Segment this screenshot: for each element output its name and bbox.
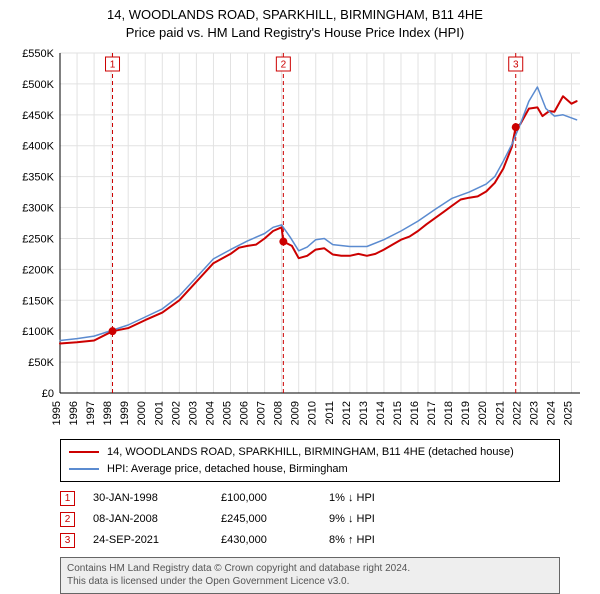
svg-text:2019: 2019 <box>460 401 472 425</box>
svg-text:2011: 2011 <box>324 401 336 425</box>
svg-text:2018: 2018 <box>443 401 455 425</box>
chart-titles: 14, WOODLANDS ROAD, SPARKHILL, BIRMINGHA… <box>0 6 590 41</box>
svg-text:2005: 2005 <box>221 401 233 425</box>
attribution-line2: This data is licensed under the Open Gov… <box>67 575 553 589</box>
svg-text:£0: £0 <box>42 388 54 400</box>
svg-text:2013: 2013 <box>358 401 370 425</box>
svg-text:2000: 2000 <box>136 401 148 425</box>
svg-text:£500K: £500K <box>22 79 54 91</box>
svg-text:2007: 2007 <box>256 401 268 425</box>
svg-text:2022: 2022 <box>511 401 523 425</box>
svg-text:2: 2 <box>281 60 287 71</box>
svg-text:2015: 2015 <box>392 401 404 425</box>
legend-label: HPI: Average price, detached house, Birm… <box>107 461 348 478</box>
svg-text:2002: 2002 <box>170 401 182 425</box>
legend-label: 14, WOODLANDS ROAD, SPARKHILL, BIRMINGHA… <box>107 444 514 461</box>
svg-text:2025: 2025 <box>562 401 574 425</box>
svg-text:1996: 1996 <box>68 401 80 425</box>
svg-text:£100K: £100K <box>22 326 54 338</box>
svg-text:£250K: £250K <box>22 234 54 246</box>
chart-svg: £0 £50K £100K £150K £200K £250K £300K £350K £400… <box>10 43 590 433</box>
svg-text:£300K: £300K <box>22 203 54 215</box>
svg-text:2014: 2014 <box>375 401 387 425</box>
svg-text:2003: 2003 <box>187 401 199 425</box>
attribution-line1: Contains HM Land Registry data © Crown c… <box>67 562 553 576</box>
svg-text:2024: 2024 <box>545 401 557 425</box>
event-price: £245,000 <box>221 509 311 530</box>
svg-text:1999: 1999 <box>119 401 131 425</box>
event-price: £430,000 <box>221 530 311 551</box>
event-row: 1 30-JAN-1998 £100,000 1% ↓ HPI <box>60 488 560 509</box>
legend-row: HPI: Average price, detached house, Birm… <box>69 461 551 478</box>
svg-text:2004: 2004 <box>204 401 216 425</box>
event-delta: 9% ↓ HPI <box>329 509 419 530</box>
svg-text:£50K: £50K <box>28 357 54 369</box>
svg-text:£200K: £200K <box>22 264 54 276</box>
event-number-badge: 1 <box>60 491 75 506</box>
event-number-badge: 3 <box>60 533 75 548</box>
svg-text:£450K: £450K <box>22 110 54 122</box>
chart-area: £0 £50K £100K £150K £200K £250K £300K £350K £400… <box>10 43 590 433</box>
legend-box: 14, WOODLANDS ROAD, SPARKHILL, BIRMINGHA… <box>60 439 560 482</box>
svg-text:2012: 2012 <box>341 401 353 425</box>
event-date: 24-SEP-2021 <box>93 530 203 551</box>
event-delta: 1% ↓ HPI <box>329 488 419 509</box>
svg-text:2023: 2023 <box>528 401 540 425</box>
event-row: 3 24-SEP-2021 £430,000 8% ↑ HPI <box>60 530 560 551</box>
svg-text:1997: 1997 <box>85 401 97 425</box>
attribution-box: Contains HM Land Registry data © Crown c… <box>60 557 560 594</box>
svg-text:£400K: £400K <box>22 141 54 153</box>
svg-text:£550K: £550K <box>22 48 54 60</box>
svg-text:1995: 1995 <box>51 401 63 425</box>
svg-text:£350K: £350K <box>22 172 54 184</box>
svg-text:2009: 2009 <box>290 401 302 425</box>
events-table: 1 30-JAN-1998 £100,000 1% ↓ HPI 2 08-JAN-2008… <box>60 488 560 551</box>
legend-row: 14, WOODLANDS ROAD, SPARKHILL, BIRMINGHA… <box>69 444 551 461</box>
event-row: 2 08-JAN-2008 £245,000 9% ↓ HPI <box>60 509 560 530</box>
event-delta: 8% ↑ HPI <box>329 530 419 551</box>
svg-text:2010: 2010 <box>307 401 319 425</box>
chart-title-line2: Price paid vs. HM Land Registry's House … <box>0 24 590 42</box>
svg-text:2021: 2021 <box>494 401 506 425</box>
event-price: £100,000 <box>221 488 311 509</box>
svg-text:2017: 2017 <box>426 401 438 425</box>
svg-text:£150K: £150K <box>22 295 54 307</box>
event-number-badge: 2 <box>60 512 75 527</box>
svg-text:1998: 1998 <box>102 401 114 425</box>
svg-text:2006: 2006 <box>239 401 251 425</box>
legend-swatch <box>69 451 99 453</box>
svg-text:1: 1 <box>110 60 116 71</box>
svg-text:2008: 2008 <box>273 401 285 425</box>
chart-title-line1: 14, WOODLANDS ROAD, SPARKHILL, BIRMINGHA… <box>0 6 590 24</box>
page-root: 14, WOODLANDS ROAD, SPARKHILL, BIRMINGHA… <box>0 0 600 590</box>
event-date: 30-JAN-1998 <box>93 488 203 509</box>
svg-text:2020: 2020 <box>477 401 489 425</box>
svg-text:2001: 2001 <box>153 401 165 425</box>
svg-text:2016: 2016 <box>409 401 421 425</box>
legend-swatch <box>69 468 99 470</box>
event-date: 08-JAN-2008 <box>93 509 203 530</box>
svg-text:3: 3 <box>513 60 519 71</box>
